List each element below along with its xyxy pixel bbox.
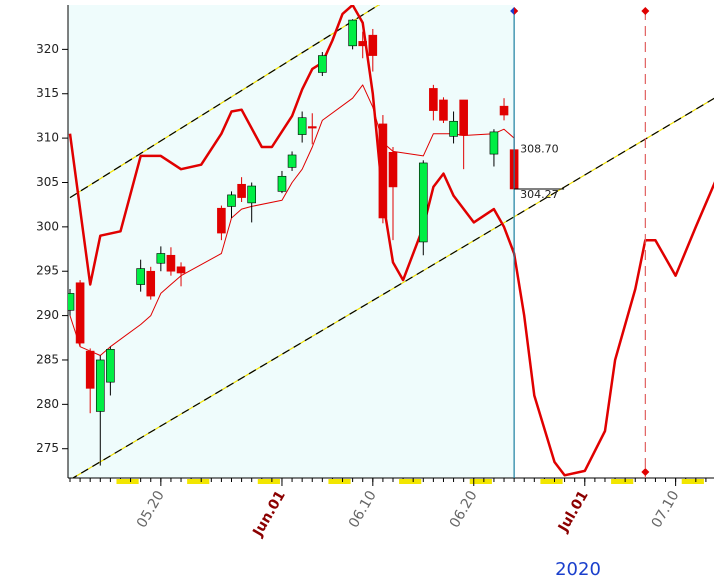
weekend-marker: [399, 479, 422, 484]
candle-body: [348, 19, 357, 47]
candle-body: [237, 183, 246, 198]
candle-body: [176, 266, 186, 274]
price-label: 304.27: [520, 188, 559, 201]
candle-body: [68, 293, 75, 311]
weekend-marker: [611, 479, 634, 484]
candle-body: [95, 359, 105, 412]
y-tick-label: 275: [36, 441, 59, 455]
indicator-line: [69, 84, 515, 356]
candle-body: [489, 131, 499, 155]
candle-body: [156, 253, 166, 264]
candle-body: [136, 268, 145, 285]
candle-body: [106, 349, 115, 383]
y-tick-label: 290: [36, 308, 59, 322]
weekend-marker: [257, 479, 280, 484]
y-tick-label: 280: [36, 397, 59, 411]
y-tick-label: 285: [36, 352, 59, 366]
y-tick-label: 295: [36, 264, 59, 278]
weekend-marker: [540, 479, 563, 484]
vline-marker: [641, 468, 650, 476]
candle-body: [388, 152, 398, 188]
y-tick-label: 300: [36, 219, 59, 233]
channel-line: [71, 97, 714, 478]
indicator-line: [68, 5, 714, 477]
candle-body: [449, 120, 458, 137]
candle-body: [368, 34, 378, 56]
candle-body: [318, 55, 327, 73]
x-tick-label: 06.10: [346, 488, 380, 531]
candle-body: [217, 207, 226, 234]
plot-area: [68, 5, 714, 478]
x-tick-label: 06.20: [447, 488, 481, 531]
candle-body: [166, 254, 176, 272]
weekend-marker: [681, 479, 704, 484]
candle-body: [85, 350, 95, 389]
weekend-marker: [328, 479, 351, 484]
candle-body: [418, 162, 428, 243]
candle-body: [378, 123, 388, 219]
weekend-marker: [469, 479, 492, 484]
candle-body: [358, 41, 368, 47]
candle-body: [499, 105, 509, 116]
candle-body: [459, 99, 468, 136]
x-tick-label: 05.20: [134, 488, 168, 531]
candle-body: [287, 154, 297, 168]
weekend-marker: [116, 479, 139, 484]
vline-marker-half: [514, 7, 519, 15]
y-tick-label: 310: [36, 131, 59, 145]
forecast-shade: [68, 5, 515, 478]
year-label: 2020: [555, 559, 601, 580]
y-tick-label: 305: [36, 175, 59, 189]
y-tick-label: 320: [36, 42, 59, 56]
candle-body: [227, 194, 236, 207]
channel-line: [69, 5, 380, 199]
candle-body: [277, 175, 287, 192]
x-tick-label: Jun.01: [250, 488, 289, 540]
candle-body: [429, 88, 438, 111]
price-label: 308.70: [520, 143, 559, 156]
x-tick-label: Jul.01: [555, 488, 592, 536]
candle-body: [146, 270, 156, 297]
candle-body: [297, 117, 307, 135]
candle-body: [247, 185, 256, 204]
weekend-marker: [187, 479, 210, 484]
y-tick-label: 315: [36, 86, 59, 100]
candle-body: [75, 282, 85, 344]
vline-marker: [641, 7, 650, 15]
candle-body: [439, 99, 448, 121]
candle-body: [307, 126, 317, 129]
x-tick-label: 07.10: [649, 488, 683, 531]
